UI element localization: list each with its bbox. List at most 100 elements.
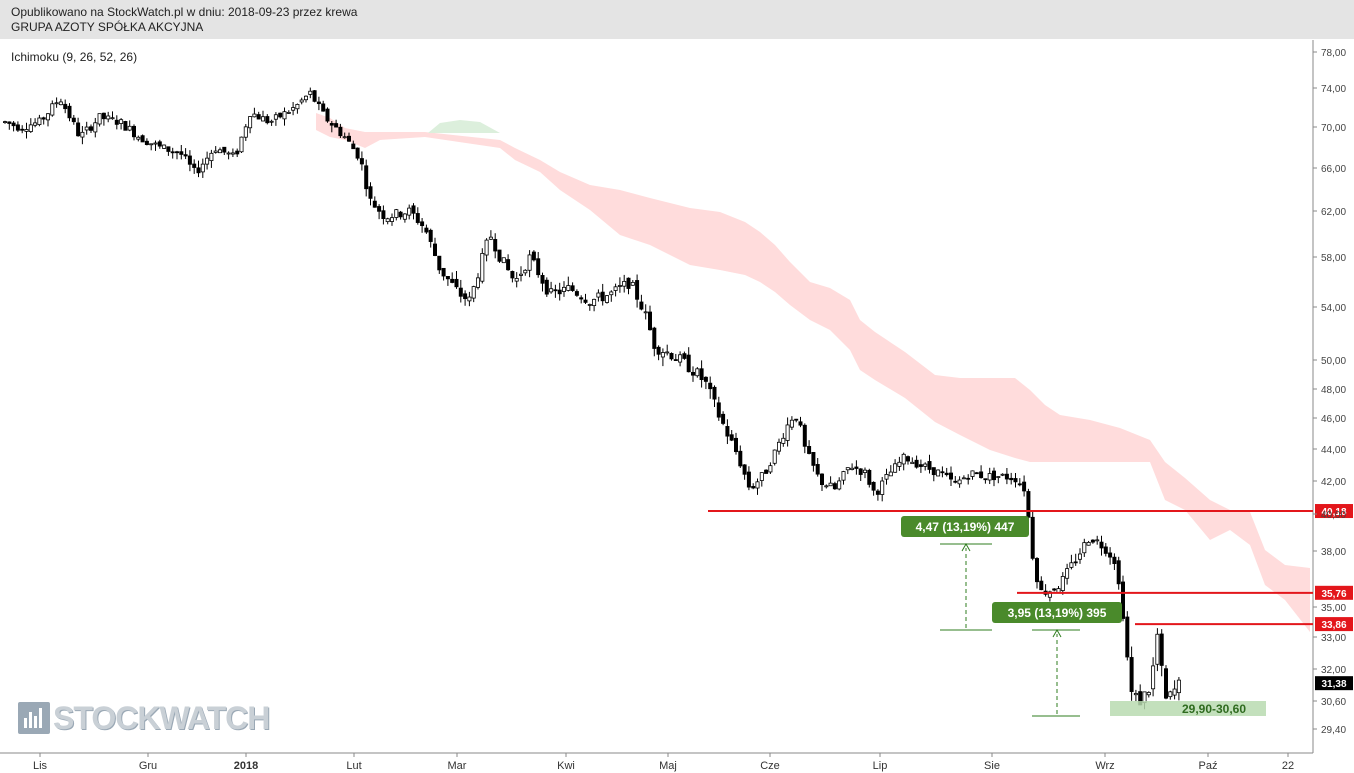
candle-body (325, 108, 330, 122)
candle-body (738, 450, 743, 467)
candle-body (89, 126, 94, 131)
candle (863, 467, 868, 479)
candle (841, 470, 846, 485)
candle-body (402, 213, 407, 220)
candle (983, 478, 988, 484)
x-tick-label: Sie (984, 760, 1000, 772)
candle-body (1022, 481, 1027, 492)
candle (101, 112, 106, 126)
candle-body (850, 467, 855, 470)
candle-body (648, 311, 653, 331)
candle (256, 111, 261, 120)
candle-body (665, 351, 670, 354)
candle-body (303, 95, 308, 101)
candle-body (820, 473, 825, 486)
candle-body (196, 167, 201, 174)
candle-body (893, 463, 898, 473)
candle (420, 218, 425, 233)
candle (1151, 657, 1156, 697)
candle (157, 139, 162, 149)
candle-body (286, 112, 291, 114)
y-tick-label: 70,00 (1321, 123, 1346, 134)
candle-body (11, 122, 16, 127)
candle-body (248, 116, 253, 129)
candle (845, 467, 850, 475)
candle-body (415, 213, 420, 223)
candle (338, 123, 343, 138)
candle (501, 257, 506, 264)
candle-body (940, 471, 945, 474)
candle-body (712, 386, 717, 400)
candle-body (630, 281, 635, 286)
candle-body (953, 480, 958, 483)
candle-body (944, 472, 949, 476)
candle-body (1151, 665, 1156, 690)
candle (901, 452, 906, 471)
candle (609, 290, 614, 302)
candle (1095, 535, 1100, 545)
candle (149, 143, 154, 151)
candle (695, 367, 700, 378)
candle-body (1103, 546, 1108, 554)
candle (342, 132, 347, 139)
candle (738, 445, 743, 468)
candle (450, 272, 455, 284)
candle (1082, 538, 1087, 557)
candle (570, 282, 575, 292)
candle-body (3, 121, 8, 123)
candle-body (265, 116, 270, 124)
y-tick-label: 32,00 (1321, 665, 1346, 676)
candle-body (888, 471, 893, 477)
x-tick-label: Maj (659, 760, 677, 772)
candle-body (906, 456, 911, 462)
candle-body (931, 467, 936, 476)
candle-body (67, 105, 72, 119)
candle-body (832, 483, 837, 490)
candle-body (312, 90, 317, 102)
candle-body (123, 121, 128, 131)
y-tick-label: 62,00 (1321, 207, 1346, 218)
candle-body (923, 463, 928, 467)
candle-body (863, 469, 868, 473)
candle-body (149, 143, 154, 146)
candle-body (579, 297, 584, 300)
candle-body (1168, 691, 1173, 698)
candle-body (428, 229, 433, 242)
candle-body (24, 129, 29, 132)
candle-body (768, 465, 773, 473)
candle-body (656, 346, 661, 355)
candle-body (131, 125, 136, 138)
candle (58, 98, 63, 106)
candle-body (536, 258, 541, 276)
candle-body (1164, 668, 1169, 699)
candle (493, 233, 498, 259)
candle (484, 238, 489, 262)
candle (635, 274, 640, 308)
y-tick-label: 29,40 (1321, 725, 1346, 736)
candle (385, 217, 390, 225)
candle (1004, 467, 1009, 485)
candle-body (837, 480, 842, 490)
candle-body (7, 121, 12, 124)
candle-body (858, 468, 863, 475)
candle-body (626, 277, 631, 289)
candle-body (222, 146, 227, 153)
candle-body (1035, 558, 1040, 583)
candle-body (385, 218, 390, 223)
candle (428, 228, 433, 248)
candle-body (979, 471, 984, 479)
candle-body (114, 119, 119, 125)
candle (329, 120, 334, 133)
candle (1009, 472, 1014, 485)
candle-body (308, 90, 313, 95)
candle (746, 466, 751, 491)
candle-body (798, 421, 803, 426)
candle-body (1009, 477, 1014, 481)
candle-body (781, 437, 786, 444)
candle-body (106, 115, 111, 120)
candle (334, 119, 339, 128)
candle-body (346, 135, 351, 142)
candle (131, 124, 136, 141)
candle (544, 277, 549, 297)
candle (918, 459, 923, 473)
